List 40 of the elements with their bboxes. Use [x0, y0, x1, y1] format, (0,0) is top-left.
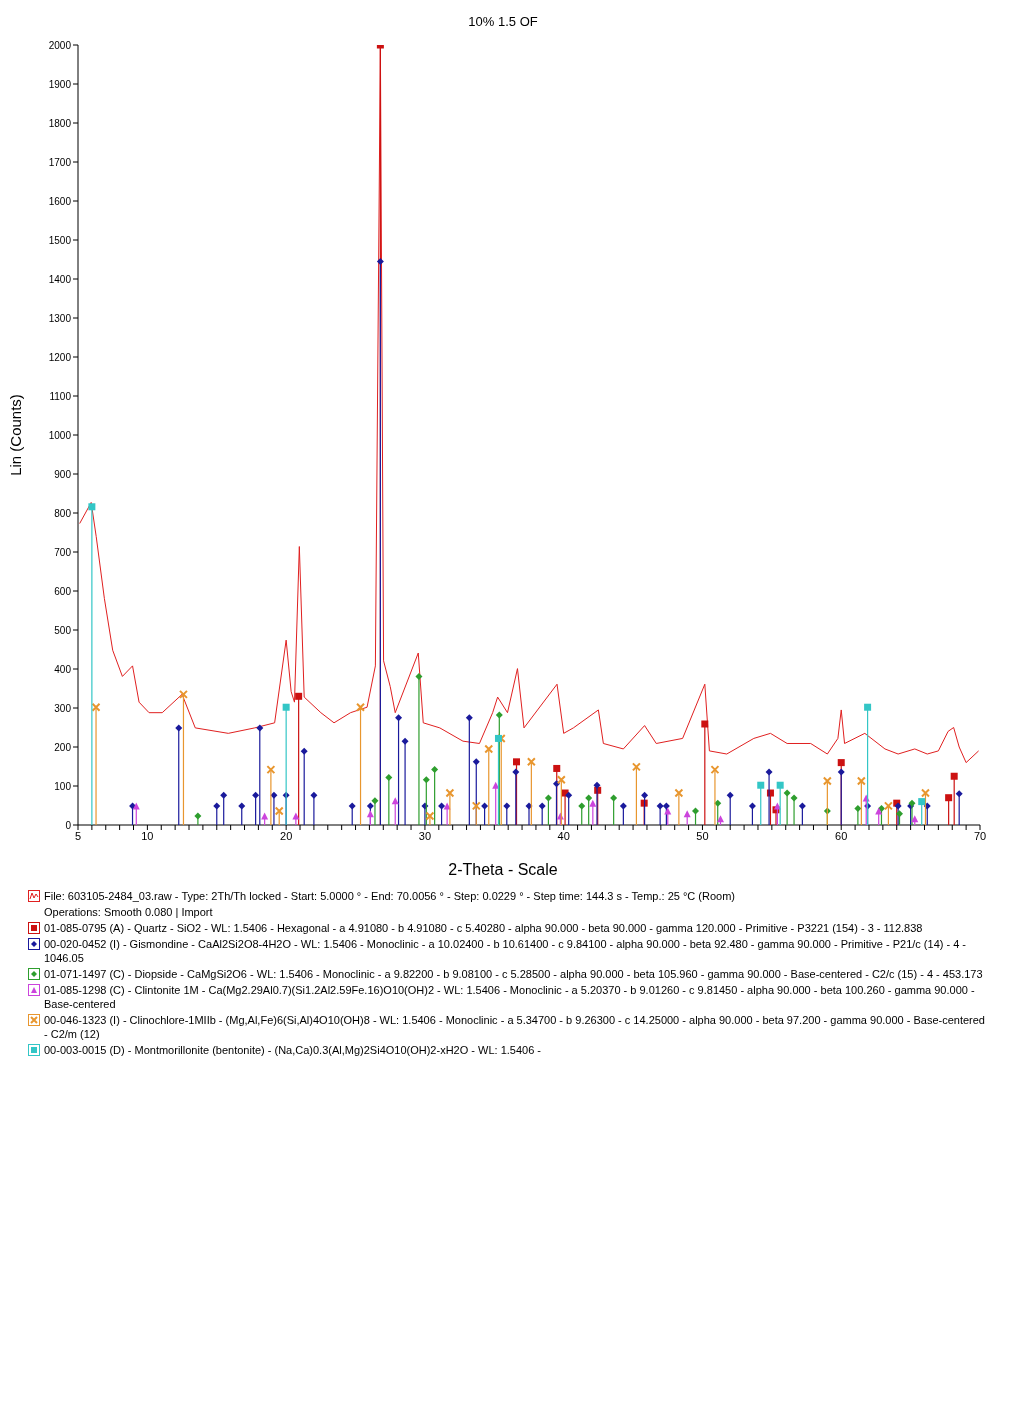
y-tick-label: 0: [65, 819, 72, 831]
y-tick-label: 900: [54, 468, 72, 480]
legend-label: 01-085-0795 (A) - Quartz - SiO2 - WL: 1.5406 - Hexagonal - a 4.91080 - b 4.91080 - c 5.40280 - alpha 90.000 - beta 90.000 - gamma 120.000 - Primitive - P3221 (154) - 3 - 112.838: [44, 921, 923, 935]
x-tick-label: 60: [835, 829, 848, 842]
y-tick-label: 600: [54, 585, 72, 597]
x-tick-label: 20: [280, 829, 293, 842]
chart-title: 10% 1.5 OF: [467, 13, 539, 31]
text: Operations: Smooth 0.080 | Import: [43, 905, 214, 919]
y-tick-label: 800: [54, 507, 72, 519]
y-tick-label: 2000: [48, 39, 72, 51]
y-tick-label: 400: [54, 663, 72, 675]
legend-label: 00-003-0015 (D) - Montmorillonite (bentonite) - (Na,Ca)0.3(Al,Mg)2Si4O10(OH)2-xH2O - WL: 1.5406 -: [44, 1043, 542, 1057]
y-tick-label: 700: [54, 546, 72, 558]
legend-label: 00-046-1323 (I) - Clinochlore-1MIIb - (Mg,Al,Fe)6(Si,Al)4O10(OH)8 - WL: 1.5406 - Monoclinic - a 5.34700 - b 9.26300 - c 14.25000 - alpha 90.000 - beta 97.200 - gamma 90.000 - Base-centered - C2/m (12): [44, 1013, 986, 1041]
y-tick-label: 1800: [48, 117, 72, 129]
y-tick-label: 1600: [48, 195, 72, 207]
legend-label: 00-020-0452 (I) - Gismondine - CaAl2Si2O8-4H2O - WL: 1.5406 - Monoclinic - a 10.02400 - b 10.61400 - c 9.84100 - alpha 90.000 - beta 92.480 - gamma 90.000 - Primitive - P21/c (14) - 4 - 1046.05: [44, 937, 968, 965]
x-tick-label: 5: [74, 829, 82, 842]
y-tick-label: 500: [54, 624, 72, 636]
y-tick-label: 1300: [48, 312, 72, 324]
x-tick-label: 40: [557, 829, 570, 842]
x-tick-label: 50: [696, 829, 709, 842]
x-axis-title: 2-Theta - Scale: [447, 860, 559, 880]
legend-label: File: 603105-2484_03.raw - Type: 2Th/Th locked - Start: 5.0000 ° - End: 70.0056 ° - Step: 0.0229 ° - Step time: 144.3 s - Temp.: 25 °C (Room): [44, 889, 735, 903]
y-tick-label: 1700: [48, 156, 72, 168]
legend-label: 01-085-1298 (C) - Clintonite 1M - Ca(Mg2.29Al0.7)(Si1.2Al2.59Fe.16)O10(OH)2 - WL: 1.5406 - Monoclinic - a 5.20370 - b 9.01260 - c 9.81450 - alpha 90.000 - beta 100.260 - gamma 90.000 - Base-centered: [44, 983, 976, 1011]
y-tick-label: 300: [54, 702, 72, 714]
y-tick-label: 100: [54, 780, 72, 792]
legend-label: 01-071-1497 (C) - Diopside - CaMgSi2O6 - WL: 1.5406 - Monoclinic - a 9.82200 - b 9.08100 - c 5.28500 - alpha 90.000 - beta 105.960 - gamma 90.000 - Base-centered - C2/c (15) - 4 - 453.173: [44, 967, 983, 981]
y-tick-label: 1200: [48, 351, 72, 363]
y-axis-title: Lin (Counts): [7, 394, 25, 476]
x-tick-label: 30: [418, 829, 432, 842]
y-tick-label: 1400: [48, 273, 72, 285]
y-tick-label: 200: [54, 741, 72, 753]
x-tick-label: 10: [141, 829, 154, 842]
y-tick-label: 1100: [49, 390, 72, 402]
y-tick-label: 1900: [48, 78, 72, 90]
y-tick-label: 1000: [48, 429, 72, 441]
x-tick-label: 70: [973, 829, 987, 842]
y-tick-label: 1500: [48, 234, 72, 246]
